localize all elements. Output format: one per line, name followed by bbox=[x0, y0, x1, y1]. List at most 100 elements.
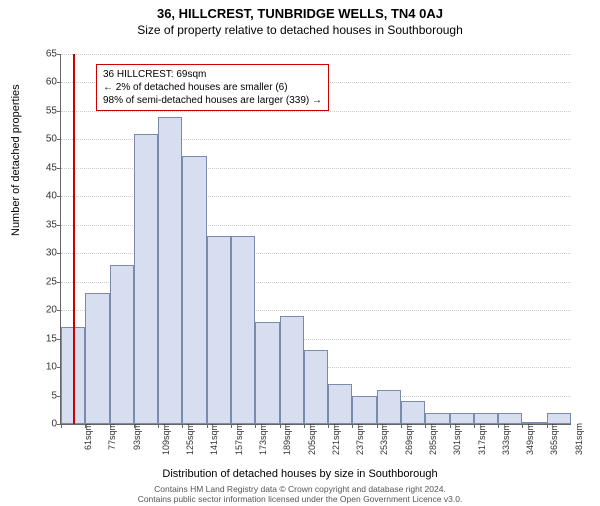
y-tick-label: 30 bbox=[27, 248, 57, 259]
x-tick-label: 301sqm bbox=[452, 423, 462, 455]
x-tick-mark bbox=[450, 424, 451, 428]
annotation-line: 98% of semi-detached houses are larger (… bbox=[103, 94, 322, 107]
histogram-bar bbox=[304, 350, 328, 424]
chart-container: 36, HILLCREST, TUNBRIDGE WELLS, TN4 0AJ … bbox=[0, 6, 600, 506]
y-tick-label: 65 bbox=[27, 49, 57, 60]
footer-attribution: Contains HM Land Registry data © Crown c… bbox=[0, 484, 600, 504]
y-tick-label: 50 bbox=[27, 134, 57, 145]
histogram-bar bbox=[182, 156, 206, 424]
histogram-bar bbox=[522, 422, 546, 424]
x-tick-mark bbox=[134, 424, 135, 428]
footer-line-2: Contains public sector information licen… bbox=[138, 494, 463, 504]
histogram-bar bbox=[377, 390, 401, 424]
y-axis-label: Number of detached properties bbox=[10, 84, 22, 236]
x-axis-label: Distribution of detached houses by size … bbox=[0, 468, 600, 480]
x-tick-mark bbox=[280, 424, 281, 428]
histogram-bar bbox=[85, 293, 109, 424]
histogram-bar bbox=[158, 117, 182, 424]
x-tick-label: 381sqm bbox=[574, 423, 584, 455]
y-tick-label: 60 bbox=[27, 77, 57, 88]
x-tick-mark bbox=[352, 424, 353, 428]
plot-region: 0510152025303540455055606561sqm77sqm93sq… bbox=[60, 54, 571, 425]
x-tick-label: 349sqm bbox=[525, 423, 535, 455]
x-tick-mark bbox=[304, 424, 305, 428]
histogram-bar bbox=[450, 413, 474, 424]
x-tick-label: 317sqm bbox=[477, 423, 487, 455]
x-tick-mark bbox=[425, 424, 426, 428]
y-tick-mark bbox=[57, 82, 61, 83]
x-tick-label: 365sqm bbox=[549, 423, 559, 455]
histogram-bar bbox=[280, 316, 304, 424]
y-tick-label: 0 bbox=[27, 419, 57, 430]
y-tick-mark bbox=[57, 310, 61, 311]
histogram-bar bbox=[498, 413, 522, 424]
y-tick-label: 15 bbox=[27, 333, 57, 344]
x-tick-mark bbox=[231, 424, 232, 428]
x-tick-label: 333sqm bbox=[501, 423, 511, 455]
x-tick-label: 189sqm bbox=[282, 423, 292, 455]
y-tick-mark bbox=[57, 139, 61, 140]
x-tick-mark bbox=[522, 424, 523, 428]
x-tick-label: 173sqm bbox=[258, 423, 268, 455]
histogram-bar bbox=[255, 322, 279, 424]
x-tick-label: 221sqm bbox=[331, 423, 341, 455]
y-tick-label: 10 bbox=[27, 362, 57, 373]
histogram-bar bbox=[110, 265, 134, 424]
x-tick-mark bbox=[328, 424, 329, 428]
x-tick-mark bbox=[498, 424, 499, 428]
y-tick-label: 55 bbox=[27, 105, 57, 116]
y-tick-mark bbox=[57, 111, 61, 112]
x-tick-mark bbox=[158, 424, 159, 428]
y-tick-mark bbox=[57, 168, 61, 169]
histogram-bar bbox=[401, 401, 425, 424]
y-tick-mark bbox=[57, 196, 61, 197]
x-tick-mark bbox=[547, 424, 548, 428]
x-tick-mark bbox=[207, 424, 208, 428]
x-tick-mark bbox=[85, 424, 86, 428]
x-tick-mark bbox=[474, 424, 475, 428]
gridline bbox=[61, 54, 571, 55]
histogram-bar bbox=[328, 384, 352, 424]
marker-line bbox=[73, 54, 75, 424]
x-tick-label: 285sqm bbox=[428, 423, 438, 455]
annotation-line: 36 HILLCREST: 69sqm bbox=[103, 68, 322, 81]
y-tick-label: 40 bbox=[27, 191, 57, 202]
x-tick-mark bbox=[110, 424, 111, 428]
x-tick-label: 269sqm bbox=[404, 423, 414, 455]
histogram-bar bbox=[547, 413, 571, 424]
histogram-bar bbox=[474, 413, 498, 424]
x-tick-label: 157sqm bbox=[234, 423, 244, 455]
histogram-bar bbox=[425, 413, 449, 424]
y-tick-mark bbox=[57, 54, 61, 55]
x-tick-label: 253sqm bbox=[379, 423, 389, 455]
histogram-bar bbox=[231, 236, 255, 424]
gridline bbox=[61, 111, 571, 112]
histogram-bar bbox=[134, 134, 158, 424]
page-title: 36, HILLCREST, TUNBRIDGE WELLS, TN4 0AJ bbox=[0, 6, 600, 21]
x-tick-label: 237sqm bbox=[355, 423, 365, 455]
x-tick-mark bbox=[255, 424, 256, 428]
x-tick-mark bbox=[377, 424, 378, 428]
y-tick-label: 5 bbox=[27, 390, 57, 401]
y-tick-label: 25 bbox=[27, 276, 57, 287]
chart-area: 0510152025303540455055606561sqm77sqm93sq… bbox=[60, 54, 570, 424]
x-tick-label: 141sqm bbox=[209, 423, 219, 455]
x-tick-label: 109sqm bbox=[161, 423, 171, 455]
histogram-bar bbox=[207, 236, 231, 424]
y-tick-label: 20 bbox=[27, 305, 57, 316]
histogram-bar bbox=[352, 396, 376, 424]
y-tick-mark bbox=[57, 225, 61, 226]
y-tick-mark bbox=[57, 253, 61, 254]
x-tick-mark bbox=[182, 424, 183, 428]
x-tick-label: 125sqm bbox=[185, 423, 195, 455]
footer-line-1: Contains HM Land Registry data © Crown c… bbox=[154, 484, 446, 494]
x-tick-mark bbox=[61, 424, 62, 428]
y-tick-label: 35 bbox=[27, 219, 57, 230]
chart-subtitle: Size of property relative to detached ho… bbox=[0, 23, 600, 37]
y-tick-label: 45 bbox=[27, 162, 57, 173]
y-tick-mark bbox=[57, 282, 61, 283]
annotation-line: ← 2% of detached houses are smaller (6) bbox=[103, 81, 322, 94]
x-tick-label: 205sqm bbox=[307, 423, 317, 455]
annotation-box: 36 HILLCREST: 69sqm← 2% of detached hous… bbox=[96, 64, 329, 111]
x-tick-mark bbox=[401, 424, 402, 428]
